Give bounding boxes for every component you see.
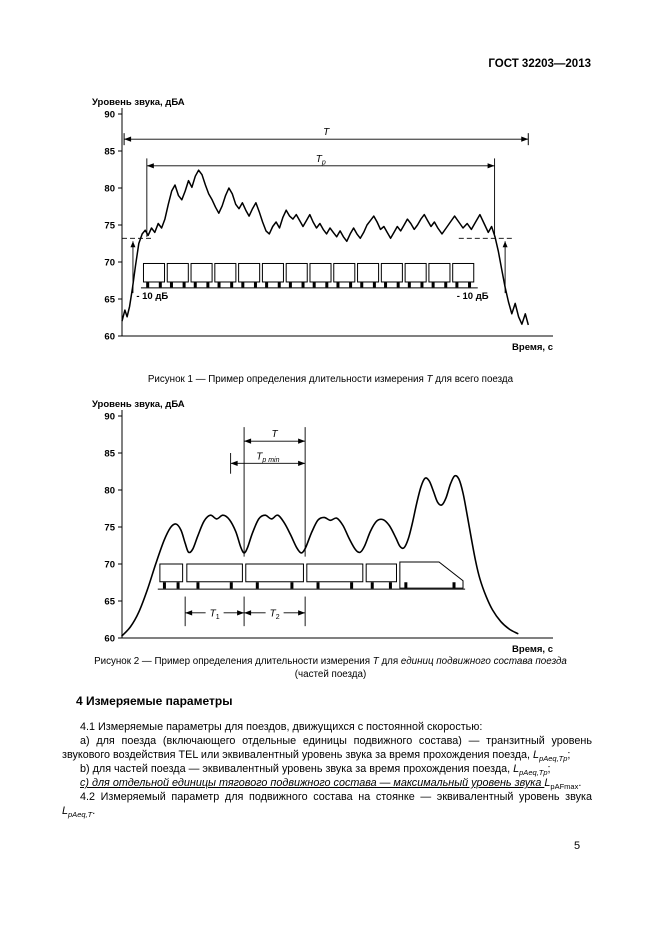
svg-text:- 10 дБ: - 10 дБ: [136, 291, 168, 302]
wagon: [309, 262, 332, 283]
wagon: [380, 262, 403, 283]
figure-2-caption-line1: Рисунок 2 — Пример определения длительно…: [0, 656, 661, 667]
svg-text:85: 85: [104, 147, 115, 158]
svg-text:Уровень звука, дБА: Уровень звука, дБА: [92, 399, 185, 410]
wagon: [166, 262, 189, 283]
wagon: [190, 262, 213, 283]
svg-text:80: 80: [104, 486, 115, 497]
figure-2: 90 85 80 75 70 65 60 Уровень звука, дБА Время, с…: [88, 398, 568, 665]
paragraph-list: 4.1 Измеряемые параметры для поездов, дв…: [62, 720, 592, 818]
svg-text:Уровень звука, дБА: Уровень звука, дБА: [92, 97, 185, 108]
paragraph: а) для поезда (включающего отдельные еди…: [62, 734, 592, 762]
figure-1-caption: Рисунок 1 — Пример определения длительно…: [0, 374, 661, 385]
figure-2-chart: 90 85 80 75 70 65 60 Уровень звука, дБА Время, с…: [92, 399, 553, 655]
svg-text:75: 75: [104, 221, 115, 232]
section-heading: 4 Измеряемые параметры: [76, 694, 233, 708]
wagon: [214, 262, 237, 283]
text-segment: L: [62, 805, 69, 817]
svg-text:60: 60: [104, 332, 115, 343]
text-segment: Рисунок 2 — Пример определения длительно…: [94, 656, 373, 667]
train-silhouette: [140, 262, 478, 289]
svg-text:65: 65: [104, 597, 115, 608]
text-segment: b) для частей поезда — эквивалентный уро…: [80, 763, 514, 775]
text-segment: pAeq,Tр: [539, 754, 568, 764]
svg-text:T: T: [272, 429, 279, 440]
train-silhouette: [157, 561, 466, 590]
text-segment: pAeq,Tр: [519, 768, 548, 778]
wagon: [428, 262, 451, 283]
text-segment: L: [544, 777, 551, 789]
svg-text:65: 65: [104, 295, 115, 306]
text-segment: 4.2 Измеряемый параметр для подвижного с…: [80, 791, 592, 803]
locomotive: [399, 561, 464, 589]
figure-1-chart: 90 85 80 75 70 65 60 Уровень звука, дБА Время, с…: [92, 97, 553, 353]
text-segment: pAeq,T: [68, 810, 93, 820]
sound-level-curve: [121, 474, 519, 637]
text-segment: L: [533, 749, 540, 761]
svg-text:70: 70: [104, 560, 115, 571]
svg-text:Tр min: Tр min: [256, 451, 279, 464]
duration-arrows: T Tр min T1 T2: [185, 429, 306, 621]
figure-1: 90 85 80 75 70 65 60 Уровень звука, дБА Время, с…: [88, 96, 568, 363]
sound-level-curve: [121, 169, 530, 326]
wagon: [404, 262, 427, 283]
text-segment: а) для поезда (включающего отдельные еди…: [62, 735, 592, 761]
axes: 90 85 80 75 70 65 60 Уровень звука, дБА Время, с: [92, 399, 553, 655]
svg-text:70: 70: [104, 258, 115, 269]
svg-text:60: 60: [104, 634, 115, 645]
svg-text:T1: T1: [210, 608, 220, 621]
paragraph: b) для частей поезда — эквивалентный уро…: [62, 762, 592, 776]
measurement-annotations: [184, 427, 306, 627]
text-segment: pAFmax: [550, 782, 579, 792]
wagon: [452, 262, 475, 283]
svg-text:90: 90: [104, 110, 115, 121]
wagon: [245, 563, 304, 583]
svg-text:90: 90: [104, 412, 115, 423]
svg-text:Время, с: Время, с: [512, 644, 553, 655]
text-segment: для: [378, 656, 401, 667]
svg-text:Tр: Tр: [316, 154, 326, 167]
wagon: [285, 262, 308, 283]
page-number: 5: [574, 840, 581, 852]
wagon: [357, 262, 380, 283]
wagon: [365, 563, 397, 583]
section-measured-parameters: 4 Измеряемые параметры 4.1 Измеряемые па…: [62, 694, 592, 818]
axes: 90 85 80 75 70 65 60 Уровень звука, дБА Время, с: [92, 97, 553, 353]
wagon: [306, 563, 364, 583]
wagon: [186, 563, 243, 583]
text-segment: .: [92, 805, 96, 817]
text-segment: Рисунок 1 — Пример определения длительно…: [147, 374, 427, 385]
text-segment: 4.1 Измеряемые параметры для поездов, дв…: [80, 721, 483, 733]
wagon: [142, 262, 166, 283]
text-segment: для всего поезда: [432, 374, 514, 385]
svg-text:Время, с: Время, с: [512, 342, 553, 353]
text-segment: (частей поезда): [294, 669, 367, 680]
svg-text:T: T: [323, 127, 330, 138]
paragraph: с) для отдельной единицы тягового подвиж…: [62, 776, 592, 790]
wagon: [238, 262, 261, 283]
text-segment: ;: [567, 749, 571, 761]
duration-arrows: T Tр - 10 дБ - 10 дБ: [123, 127, 529, 302]
svg-text:80: 80: [104, 184, 115, 195]
wagon: [333, 262, 356, 283]
doc-code: ГОСТ 32203—2013: [488, 58, 591, 70]
wagon: [159, 563, 184, 583]
paragraph: 4.2 Измеряемый параметр для подвижного с…: [62, 790, 592, 818]
text-segment: единиц подвижного состава поезда: [400, 656, 567, 667]
svg-text:T2: T2: [270, 608, 280, 621]
text-segment: L: [513, 763, 520, 775]
figure-2-caption-line2: (частей поезда): [0, 669, 661, 680]
text-segment: T: [426, 374, 433, 385]
svg-text:- 10 дБ: - 10 дБ: [457, 291, 489, 302]
wagon: [261, 262, 284, 283]
text-segment: T: [372, 656, 379, 667]
text-segment: с) для отдельной единицы тягового подвиж…: [80, 777, 545, 789]
svg-text:75: 75: [104, 523, 115, 534]
paragraph: 4.1 Измеряемые параметры для поездов, дв…: [62, 720, 592, 734]
text-segment: .: [578, 777, 582, 789]
text-segment: ;: [547, 763, 551, 775]
svg-text:85: 85: [104, 449, 115, 460]
measurement-annotations: [122, 158, 514, 294]
